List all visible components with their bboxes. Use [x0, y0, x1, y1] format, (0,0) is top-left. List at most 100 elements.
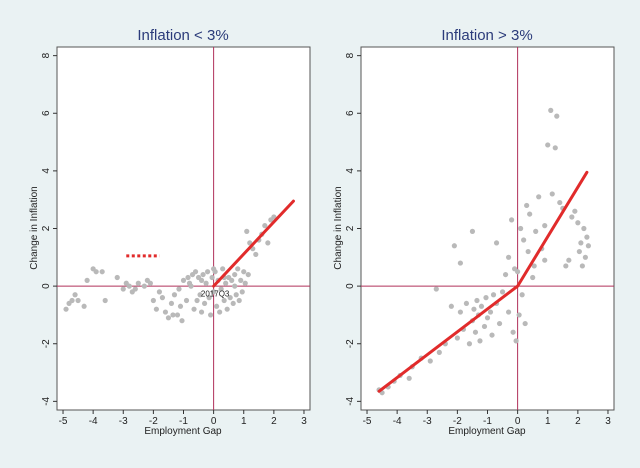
scatter-point: [171, 292, 178, 298]
fit-line: [377, 170, 589, 393]
scatter-point: [584, 234, 590, 240]
x-tick-label: 2: [271, 416, 277, 427]
scatter-point: [217, 309, 223, 315]
scatter-point: [448, 303, 454, 309]
scatter-point: [406, 375, 412, 381]
scatter-point: [253, 251, 259, 258]
scatter-point: [93, 269, 99, 275]
scatter-point: [242, 280, 248, 286]
scatter-point: [206, 295, 212, 301]
scatter-point: [235, 266, 241, 272]
scatter-point: [209, 274, 215, 281]
panel-inflation-above-3: Inflation > 3% Employment Gap Change in …: [333, 27, 615, 437]
panel-title: Inflation > 3%: [441, 27, 532, 44]
plot-area: [360, 46, 615, 411]
y-tick-label: 8: [41, 52, 52, 58]
scatter-point: [99, 269, 105, 275]
x-tick-label: 2: [575, 416, 581, 427]
scatter-point: [457, 309, 463, 315]
scatter-point: [174, 312, 181, 318]
y-tick-label: 6: [345, 110, 356, 116]
x-tick-label: -5: [363, 416, 372, 427]
x-tick-label: -2: [149, 416, 158, 427]
scatter-point: [232, 283, 238, 289]
scatter-point: [474, 297, 480, 304]
panel-title: Inflation < 3%: [137, 27, 228, 44]
scatter-point: [170, 312, 176, 318]
scatter-point: [533, 228, 539, 234]
scatter-point: [563, 263, 569, 269]
scatter-point: [84, 277, 90, 283]
x-tick-label: -3: [423, 416, 432, 427]
scatter-point: [585, 243, 591, 249]
y-tick-label: 0: [345, 283, 356, 289]
scatter-point: [457, 260, 463, 266]
scatter-point: [201, 300, 208, 307]
scatter-point: [519, 292, 525, 298]
scatter-point: [262, 223, 268, 229]
scatter-point: [510, 329, 516, 335]
scatter-point: [221, 297, 227, 304]
scatter-point: [204, 269, 211, 275]
annotations: 2017Q3: [201, 289, 230, 298]
scatter-point: [489, 332, 495, 338]
scatter-point: [471, 306, 477, 312]
scatter-point: [223, 280, 229, 286]
x-tick-label: 3: [301, 416, 307, 427]
scatter-point: [454, 335, 460, 341]
scatter-point: [197, 292, 203, 298]
scatter-point: [211, 266, 217, 272]
scatter-point: [236, 297, 242, 304]
scatter-point: [229, 277, 235, 283]
scatter-point: [177, 303, 184, 309]
scatter-point: [185, 274, 191, 281]
scatter-point: [72, 292, 78, 298]
scatter-point: [477, 338, 483, 344]
scatter-point: [227, 295, 233, 301]
scatter-point: [233, 292, 239, 298]
y-tick-label: -2: [41, 339, 52, 348]
scatter-point: [545, 142, 551, 148]
scatter-point: [220, 266, 226, 272]
scatter-point: [505, 254, 512, 260]
scatter-point: [433, 286, 439, 292]
panel-inflation-below-3: Inflation < 3% Employment Gap Change in …: [29, 27, 311, 437]
x-tick-label: -1: [179, 416, 188, 427]
scatter-point: [572, 208, 578, 214]
x-axis-title: Employment Gap: [144, 426, 222, 437]
y-tick-label: 6: [41, 110, 52, 116]
scatter-point: [576, 248, 582, 255]
fit-lines: [126, 199, 295, 288]
scatter-point: [578, 240, 584, 246]
x-tick-label: -4: [393, 416, 402, 427]
scatter-point: [224, 306, 230, 312]
x-tick-label: -2: [453, 416, 462, 427]
scatter-point: [469, 228, 476, 234]
scatter-point: [518, 225, 524, 232]
scatter-point: [245, 271, 251, 278]
scatter-point: [132, 286, 138, 292]
scatter-point: [192, 269, 199, 275]
y-axis-title: Change in Inflation: [29, 186, 40, 269]
fit-lines: [377, 170, 589, 393]
scatter-point: [548, 107, 554, 113]
scatter-point: [481, 323, 488, 330]
scatter-point: [123, 280, 129, 286]
scatter-point: [244, 228, 250, 234]
scatter-point: [165, 315, 172, 321]
scatter-point: [239, 289, 245, 295]
scatter-point: [271, 214, 277, 220]
x-tick-label: -4: [89, 416, 98, 427]
scatter-point: [542, 223, 548, 229]
x-tick-label: 1: [545, 416, 551, 427]
scatter-point: [499, 289, 506, 295]
scatter-point: [536, 194, 542, 200]
scatter-point: [150, 297, 156, 304]
scatter-point: [575, 220, 581, 226]
scatter-point: [466, 341, 473, 347]
scatter-point: [581, 225, 587, 232]
scatter-point: [218, 286, 224, 292]
scatter-point: [487, 309, 494, 315]
scatter-point: [554, 113, 560, 119]
